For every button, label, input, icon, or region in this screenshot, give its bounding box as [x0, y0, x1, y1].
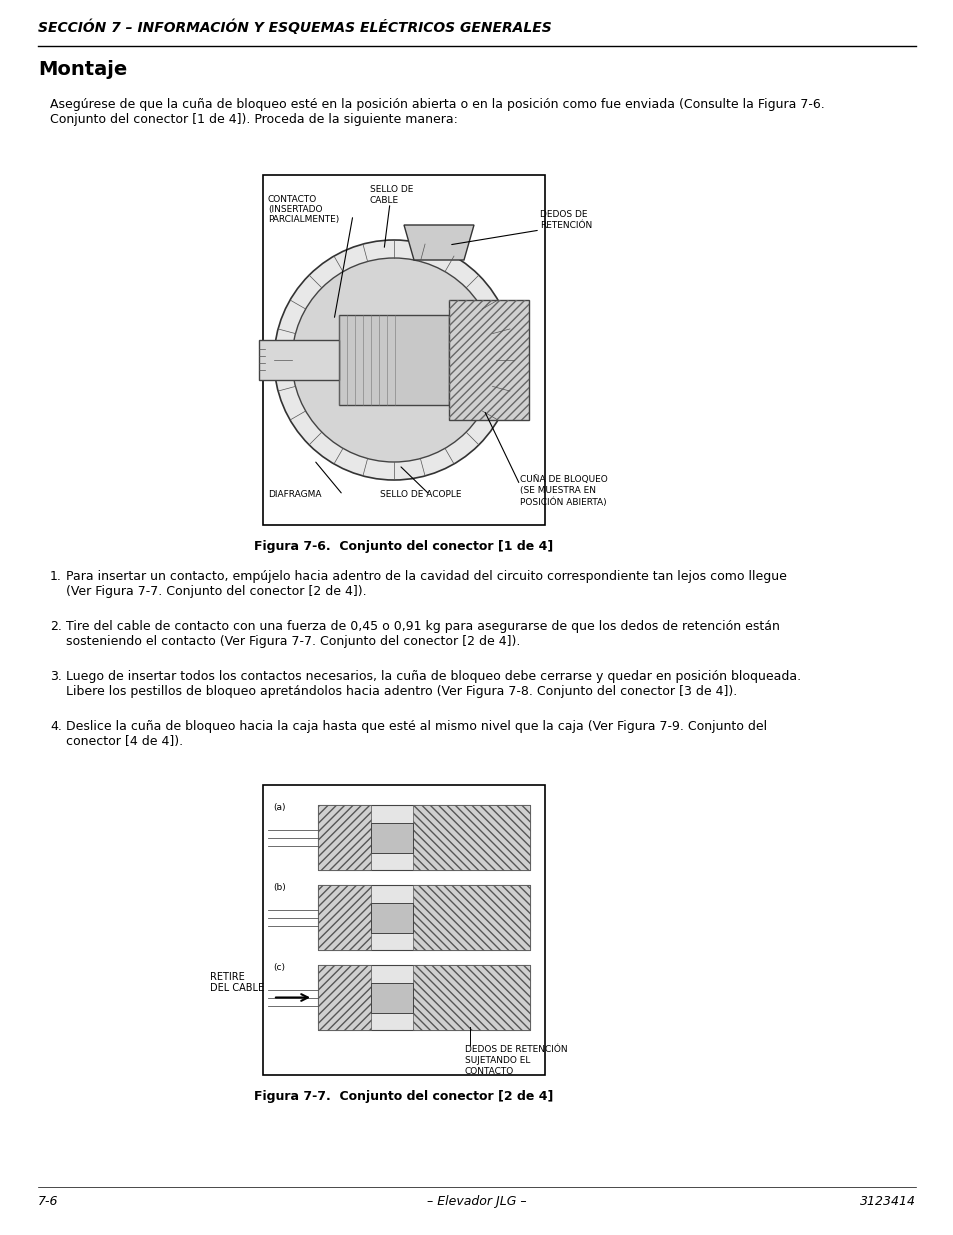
Text: Figura 7-6.  Conjunto del conector [1 de 4]: Figura 7-6. Conjunto del conector [1 de … — [254, 540, 553, 553]
Bar — [263, 785, 544, 1074]
Text: CABLE: CABLE — [370, 196, 398, 205]
Bar — [413, 805, 530, 869]
Text: SELLO DE: SELLO DE — [370, 185, 413, 194]
Text: 2.: 2. — [50, 620, 62, 634]
Text: (Ver Figura 7-7. Conjunto del conector [2 de 4]).: (Ver Figura 7-7. Conjunto del conector [… — [66, 585, 366, 598]
Text: DEDOS DE: DEDOS DE — [539, 210, 587, 219]
Bar — [338, 315, 449, 405]
Text: sosteniendo el contacto (Ver Figura 7-7. Conjunto del conector [2 de 4]).: sosteniendo el contacto (Ver Figura 7-7.… — [66, 635, 519, 648]
Text: POSICIÓN ABIERTA): POSICIÓN ABIERTA) — [519, 496, 606, 506]
Text: SELLO DE ACOPLE: SELLO DE ACOPLE — [379, 490, 461, 499]
Text: RETENCIÓN: RETENCIÓN — [539, 221, 592, 230]
Text: (INSERTADO: (INSERTADO — [268, 205, 322, 214]
Text: CONTACTO: CONTACTO — [268, 195, 317, 204]
Text: CUÑA DE BLOQUEO: CUÑA DE BLOQUEO — [519, 475, 607, 484]
Text: PARCIALMENTE): PARCIALMENTE) — [268, 215, 339, 224]
Text: DEL CABLE: DEL CABLE — [210, 983, 264, 993]
Text: 3.: 3. — [50, 671, 62, 683]
Text: Conjunto del conector [1 de 4]). Proceda de la siguiente manera:: Conjunto del conector [1 de 4]). Proceda… — [50, 112, 457, 126]
Bar — [317, 885, 371, 950]
Bar — [263, 175, 544, 525]
Bar — [317, 805, 371, 869]
Text: (c): (c) — [273, 963, 285, 972]
Text: CONTACTO: CONTACTO — [464, 1067, 514, 1076]
Text: – Elevador JLG –: – Elevador JLG – — [427, 1195, 526, 1208]
Text: (SE MUESTRA EN: (SE MUESTRA EN — [519, 487, 596, 495]
Polygon shape — [403, 225, 474, 261]
Bar — [449, 300, 529, 420]
Circle shape — [292, 258, 496, 462]
Text: Libere los pestillos de bloqueo apretándolos hacia adentro (Ver Figura 7-8. Conj: Libere los pestillos de bloqueo apretánd… — [66, 685, 737, 698]
Text: DEDOS DE RETENCIÓN: DEDOS DE RETENCIÓN — [464, 1045, 567, 1053]
Text: (a): (a) — [273, 803, 285, 811]
Text: DIAFRAGMA: DIAFRAGMA — [268, 490, 321, 499]
Text: (b): (b) — [273, 883, 286, 892]
Text: Montaje: Montaje — [38, 61, 127, 79]
Bar — [317, 805, 530, 869]
Text: Figura 7-7.  Conjunto del conector [2 de 4]: Figura 7-7. Conjunto del conector [2 de … — [254, 1091, 553, 1103]
Bar — [371, 823, 413, 852]
Circle shape — [274, 240, 514, 480]
Text: Para insertar un contacto, empújelo hacia adentro de la cavidad del circuito cor: Para insertar un contacto, empújelo haci… — [66, 571, 786, 583]
Bar — [413, 885, 530, 950]
Text: Tire del cable de contacto con una fuerza de 0,45 o 0,91 kg para asegurarse de q: Tire del cable de contacto con una fuerz… — [66, 620, 779, 634]
Bar — [258, 340, 338, 380]
Bar — [413, 965, 530, 1030]
Text: conector [4 de 4]).: conector [4 de 4]). — [66, 735, 183, 748]
Text: SECCIÓN 7 – INFORMACIÓN Y ESQUEMAS ELÉCTRICOS GENERALES: SECCIÓN 7 – INFORMACIÓN Y ESQUEMAS ELÉCT… — [38, 20, 551, 35]
Text: Asegúrese de que la cuña de bloqueo esté en la posición abierta o en la posición: Asegúrese de que la cuña de bloqueo esté… — [50, 98, 824, 111]
Bar — [449, 300, 529, 420]
Bar — [371, 903, 413, 932]
Bar — [371, 983, 413, 1013]
Text: 7-6: 7-6 — [38, 1195, 58, 1208]
Bar — [317, 965, 530, 1030]
Text: Luego de insertar todos los contactos necesarios, la cuña de bloqueo debe cerrar: Luego de insertar todos los contactos ne… — [66, 671, 801, 683]
Bar — [317, 965, 371, 1030]
Text: 3123414: 3123414 — [859, 1195, 915, 1208]
Text: 1.: 1. — [50, 571, 62, 583]
Text: Deslice la cuña de bloqueo hacia la caja hasta que esté al mismo nivel que la ca: Deslice la cuña de bloqueo hacia la caja… — [66, 720, 766, 734]
Text: 4.: 4. — [50, 720, 62, 734]
Text: RETIRE: RETIRE — [210, 972, 245, 982]
Bar — [317, 885, 530, 950]
Text: SUJETANDO EL: SUJETANDO EL — [464, 1056, 530, 1065]
